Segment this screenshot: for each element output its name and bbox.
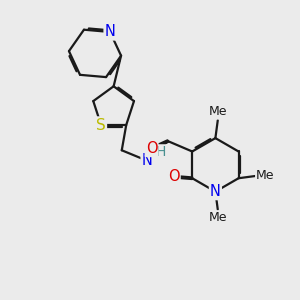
- Text: H: H: [156, 146, 166, 159]
- Text: Me: Me: [208, 211, 227, 224]
- Text: O: O: [146, 141, 157, 156]
- Text: N: N: [142, 153, 152, 168]
- Text: S: S: [96, 118, 106, 133]
- Text: N: N: [105, 25, 116, 40]
- Text: O: O: [168, 169, 180, 184]
- Text: Me: Me: [256, 169, 274, 182]
- Text: N: N: [210, 184, 221, 199]
- Text: Me: Me: [208, 106, 227, 118]
